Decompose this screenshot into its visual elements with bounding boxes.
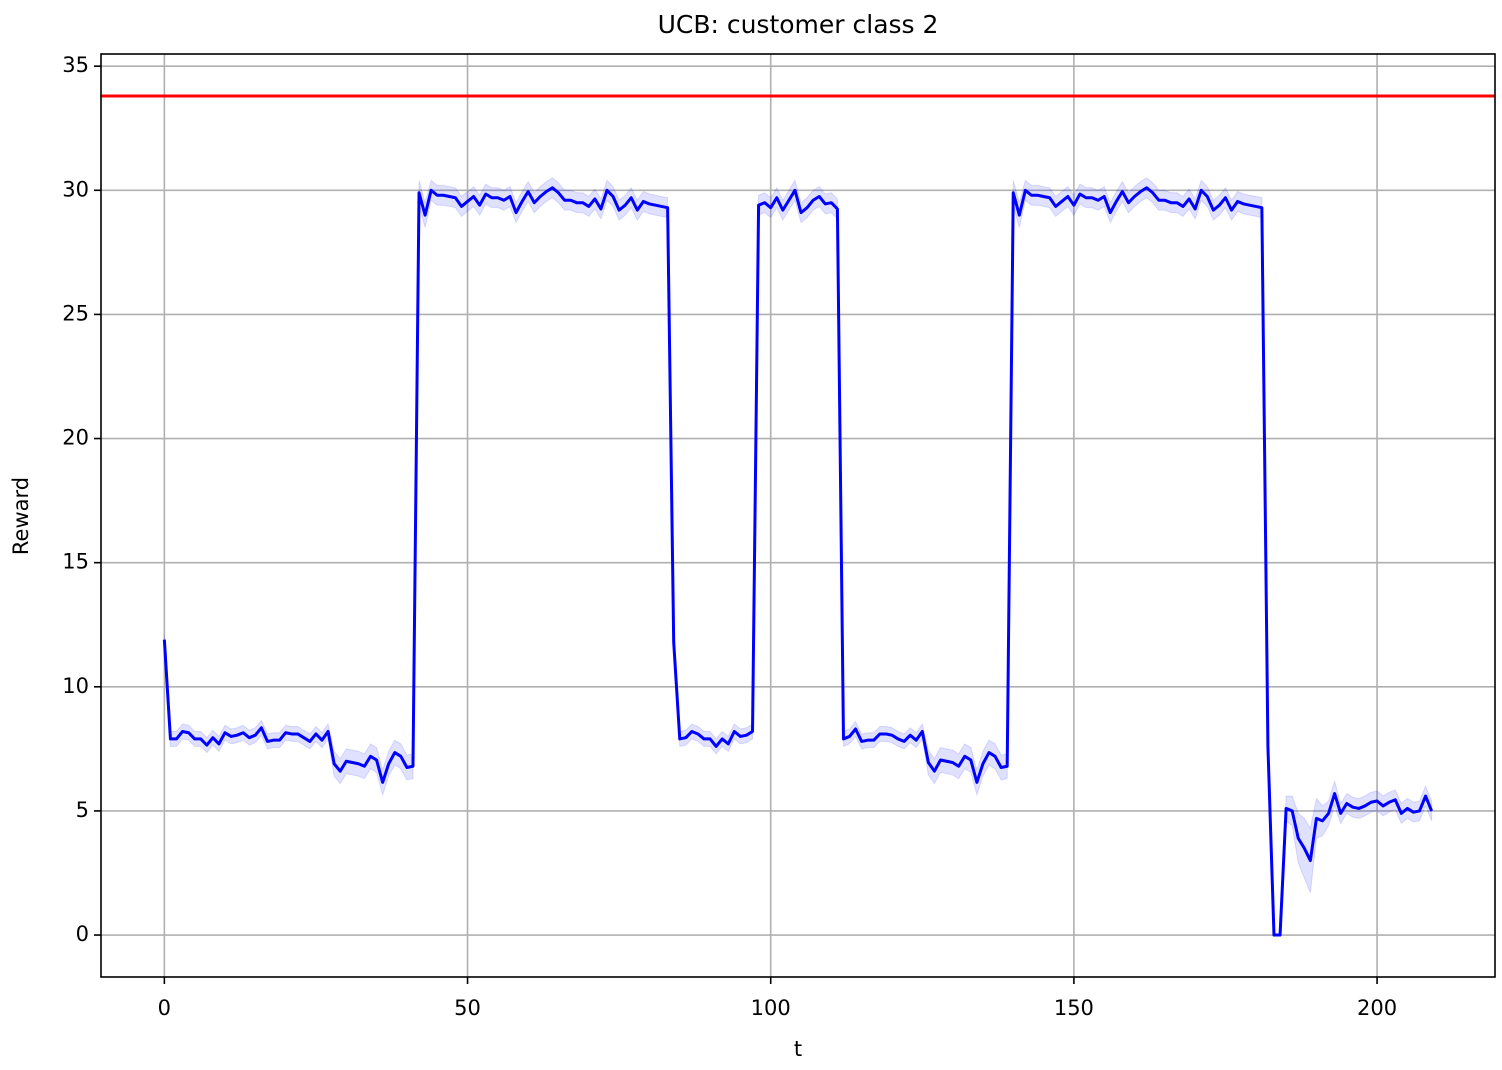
x-tick-label: 50: [454, 996, 481, 1020]
y-tick-label: 20: [62, 426, 89, 450]
y-tick-label: 30: [62, 177, 89, 201]
y-tick-label: 15: [62, 550, 89, 574]
y-tick-label: 35: [62, 53, 89, 77]
y-tick-label: 25: [62, 301, 89, 325]
x-axis-label: t: [794, 1037, 802, 1061]
y-tick-label: 0: [76, 922, 89, 946]
x-tick-label: 150: [1054, 996, 1094, 1020]
plot-frame: [100, 53, 1496, 978]
y-tick-label: 10: [62, 674, 89, 698]
y-axis-label: Reward: [9, 477, 33, 555]
chart-title: UCB: customer class 2: [658, 10, 939, 39]
x-tick-label: 0: [158, 996, 171, 1020]
x-tick-label: 200: [1357, 996, 1397, 1020]
confidence-band: [163, 177, 1433, 936]
y-tick-label: 5: [76, 798, 89, 822]
x-tick-label: 100: [751, 996, 791, 1020]
data-line: [162, 186, 1434, 937]
